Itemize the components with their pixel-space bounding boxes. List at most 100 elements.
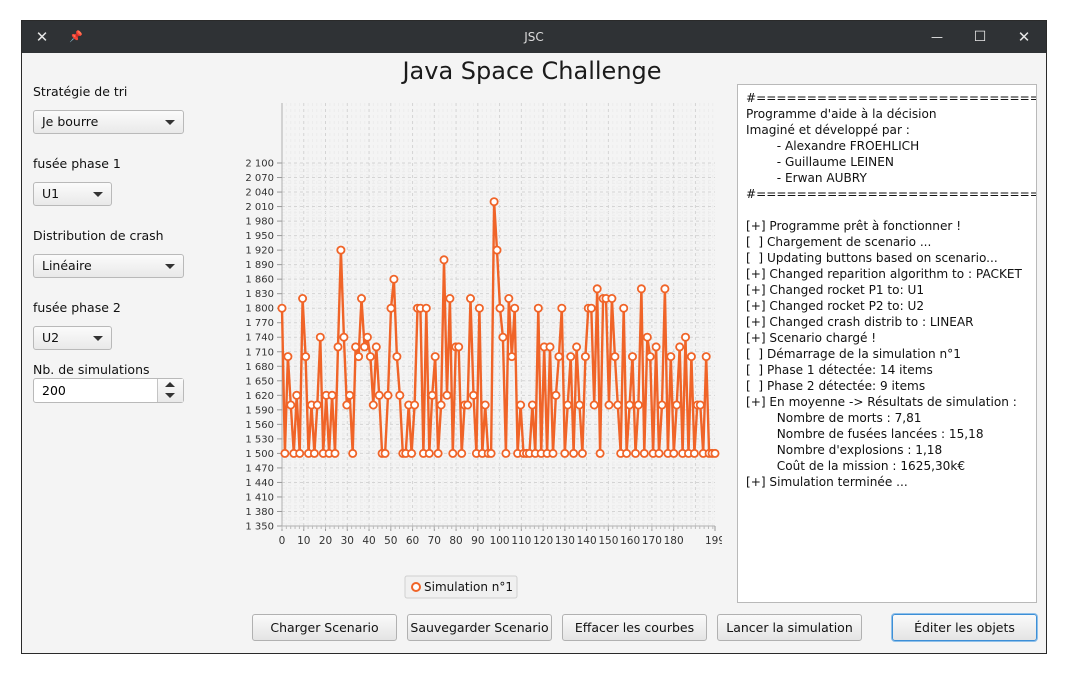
series-point: [633, 400, 643, 410]
rocket-phase1-select[interactable]: U1: [33, 182, 112, 206]
log-line: [ ] Phase 2 détectée: 9 items: [746, 379, 926, 393]
x-tick-label: 90: [471, 535, 484, 547]
sort-strategy-value: Je bourre: [42, 114, 99, 129]
log-line: #====================================#: [746, 91, 1036, 105]
series-point: [654, 448, 664, 458]
log-panel[interactable]: #====================================# Pr…: [737, 84, 1037, 603]
log-line: [+] Changed rocket P2 to: U2: [746, 299, 925, 313]
log-line: [ ] Phase 1 détectée: 14 items: [746, 363, 933, 377]
series-point: [689, 448, 699, 458]
series-point: [636, 284, 646, 294]
crash-distribution-select[interactable]: Linéaire: [33, 254, 184, 278]
y-tick-label: 1 350: [245, 522, 274, 533]
log-line: - Guillaume LEINEN: [746, 155, 894, 169]
log-content: #====================================# Pr…: [746, 90, 1036, 490]
series-point: [407, 448, 417, 458]
y-tick-label: 1 590: [245, 405, 274, 416]
series-point: [622, 448, 632, 458]
title-bar[interactable]: ✕ 📌 JSC — ☐ ✕: [22, 21, 1046, 53]
chevron-down-icon: [93, 192, 103, 197]
y-tick-label: 1 920: [245, 246, 274, 257]
series-point: [351, 342, 361, 352]
series-point: [695, 400, 705, 410]
close-icon[interactable]: ✕: [35, 28, 49, 46]
y-tick-label: 1 380: [245, 507, 274, 518]
chevron-up-icon[interactable]: [165, 382, 175, 387]
minimize-icon[interactable]: —: [931, 30, 943, 44]
series-point: [569, 448, 579, 458]
spinner-buttons[interactable]: [157, 379, 183, 402]
series-point: [651, 342, 661, 352]
series-point: [368, 400, 378, 410]
sort-strategy-select[interactable]: Je bourre: [33, 110, 184, 134]
log-line: [ ] Updating buttons based on scenario..…: [746, 251, 998, 265]
series-point: [572, 342, 582, 352]
main-content: Stratégie de tri Je bourre fusée phase 1…: [22, 53, 1046, 653]
x-tick-label: 180: [664, 535, 684, 547]
rocket-phase2-select[interactable]: U2: [33, 326, 112, 350]
series-point: [563, 400, 573, 410]
series-point: [580, 352, 590, 362]
log-line: Nombre de fusées lancées : 15,18: [746, 427, 984, 441]
series-point: [362, 332, 372, 342]
series-point: [498, 332, 508, 342]
series-point: [566, 352, 576, 362]
log-line: [+] Scenario chargé !: [746, 331, 877, 345]
clear-curves-button[interactable]: Effacer les courbes: [562, 614, 707, 641]
x-tick-label: 150: [598, 535, 618, 547]
series-point: [439, 255, 449, 265]
y-tick-label: 1 950: [245, 231, 274, 242]
series-point: [613, 400, 623, 410]
log-line: - Alexandre FROEHLICH: [746, 139, 920, 153]
series-point: [430, 352, 440, 362]
log-line: [ ] Démarrage de la simulation n°1: [746, 347, 961, 361]
series-point: [380, 448, 390, 458]
x-tick-label: 199: [705, 535, 722, 547]
window-close-icon[interactable]: ✕: [1017, 28, 1031, 46]
y-tick-label: 1 470: [245, 463, 274, 474]
sort-strategy-label: Stratégie de tri: [33, 84, 128, 99]
y-tick-label: 1 770: [245, 318, 274, 329]
x-tick-label: 160: [620, 535, 640, 547]
run-simulation-button[interactable]: Lancer la simulation: [717, 614, 862, 641]
series-point: [595, 448, 605, 458]
series-point: [474, 303, 484, 313]
chevron-down-icon: [93, 336, 103, 341]
series-point: [295, 448, 305, 458]
series-point: [277, 303, 287, 313]
legend-marker: [411, 582, 421, 592]
series-point: [383, 390, 393, 400]
y-tick-label: 2 070: [245, 173, 274, 184]
series-point: [348, 448, 358, 458]
series-point: [433, 448, 443, 458]
series-point: [374, 390, 384, 400]
x-tick-label: 70: [428, 535, 441, 547]
series-point: [283, 352, 293, 362]
series-point: [516, 400, 526, 410]
series-point: [577, 448, 587, 458]
nb-simulations-value[interactable]: 200: [42, 383, 66, 398]
edit-objects-button[interactable]: Éditer les objets: [892, 614, 1037, 641]
series-point: [339, 332, 349, 342]
series-point: [445, 293, 455, 303]
series-point: [701, 352, 711, 362]
y-tick-label: 1 890: [245, 260, 274, 271]
log-line: #====================================#: [746, 187, 1036, 201]
nb-simulations-spinner[interactable]: 200: [33, 378, 184, 403]
load-scenario-button[interactable]: Charger Scenario: [252, 614, 397, 641]
x-tick-label: 140: [577, 535, 597, 547]
chevron-down-icon[interactable]: [165, 393, 175, 398]
chevron-down-icon: [165, 120, 175, 125]
series-point: [345, 390, 355, 400]
save-scenario-button[interactable]: Sauvegarder Scenario: [407, 614, 552, 641]
y-tick-label: 2 100: [245, 159, 274, 170]
series-point: [492, 245, 502, 255]
series-point: [371, 342, 381, 352]
series-point: [630, 448, 640, 458]
series-point: [356, 293, 366, 303]
series-point: [386, 303, 396, 313]
y-tick-label: 2 010: [245, 202, 274, 213]
series-point: [507, 352, 517, 362]
pin-icon[interactable]: 📌: [69, 30, 83, 43]
maximize-icon[interactable]: ☐: [973, 29, 987, 45]
